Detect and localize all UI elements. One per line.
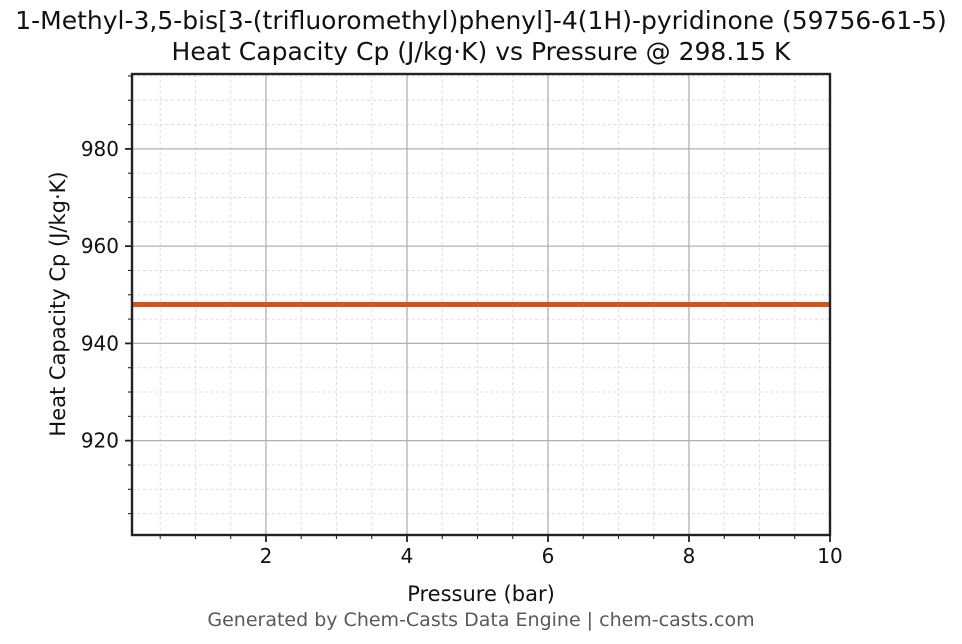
y-tick-label: 980 [81,137,119,161]
chart-title-line2: Heat Capacity Cp (J/kg·K) vs Pressure @ … [171,37,791,66]
x-tick-label: 10 [817,544,842,568]
x-axis-label: Pressure (bar) [407,582,555,606]
y-axis-label: Heat Capacity Cp (J/kg·K) [46,171,70,437]
x-tick-label: 2 [260,544,273,568]
x-tick-label: 4 [401,544,414,568]
y-tick-label: 920 [81,429,119,453]
plot-border [130,72,832,537]
y-tick-label: 960 [81,234,119,258]
chart-title-line1: 1-Methyl-3,5-bis[3-(trifluoromethyl)phen… [15,6,947,35]
x-tick-label: 6 [542,544,555,568]
footer-credit: Generated by Chem-Casts Data Engine | ch… [207,609,755,631]
x-tick-label: 8 [683,544,696,568]
y-tick-label: 940 [81,331,119,355]
